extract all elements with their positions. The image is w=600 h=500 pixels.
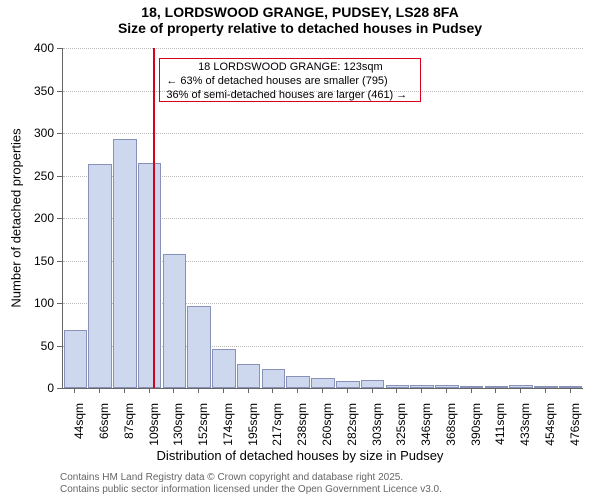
y-tick-label: 0 [14,381,54,395]
histogram-bar [286,376,310,388]
x-tick-label: 411sqm [493,403,507,445]
y-tick-label: 50 [14,339,54,353]
y-tick-label: 300 [14,126,54,140]
histogram-bar [311,378,335,388]
x-tick-mark [520,388,521,393]
reference-line [153,48,155,388]
x-tick-label: 476sqm [568,403,582,446]
x-tick-label: 325sqm [394,403,408,446]
x-tick-label: 390sqm [469,403,483,446]
x-tick-label: 454sqm [543,403,557,446]
x-tick-mark [372,388,373,393]
y-tick-mark [57,176,62,177]
histogram-bar [336,381,360,388]
annotation-line: ← 63% of detached houses are smaller (79… [166,75,414,89]
y-tick-label: 400 [14,41,54,55]
x-tick-label: 303sqm [370,403,384,446]
y-tick-label: 100 [14,296,54,310]
y-tick-label: 150 [14,254,54,268]
y-tick-mark [57,48,62,49]
histogram-bar [187,306,211,388]
x-tick-mark [396,388,397,393]
histogram-bar [435,385,459,388]
histogram-bar [64,330,88,388]
annotation-box: 18 LORDSWOOD GRANGE: 123sqm← 63% of deta… [159,58,421,102]
histogram-bar [113,139,137,388]
y-tick-mark [57,133,62,134]
gridline [63,133,583,134]
histogram-bar [163,254,187,388]
y-tick-label: 200 [14,211,54,225]
credits-line-1: Contains HM Land Registry data © Crown c… [60,472,600,484]
histogram-bar [262,369,286,388]
x-tick-label: 238sqm [295,403,309,446]
x-tick-mark [421,388,422,393]
x-tick-label: 66sqm [97,403,111,439]
y-tick-mark [57,346,62,347]
y-tick-label: 250 [14,169,54,183]
x-tick-mark [248,388,249,393]
x-axis-label: Distribution of detached houses by size … [0,448,600,463]
x-tick-label: 44sqm [72,403,86,439]
x-tick-mark [570,388,571,393]
x-tick-mark [495,388,496,393]
gridline [63,48,583,49]
x-tick-mark [272,388,273,393]
histogram-bar [138,163,162,388]
x-tick-label: 282sqm [345,403,359,446]
y-tick-mark [57,388,62,389]
plot-area: 18 LORDSWOOD GRANGE: 123sqm← 63% of deta… [62,48,583,389]
histogram-bar [361,380,385,389]
credits-block: Contains HM Land Registry data © Crown c… [0,472,600,496]
y-tick-mark [57,261,62,262]
x-tick-label: 87sqm [122,403,136,439]
histogram-bar [212,349,236,388]
x-tick-mark [223,388,224,393]
histogram-bar [237,364,261,388]
x-tick-label: 109sqm [147,403,161,446]
x-tick-label: 433sqm [518,403,532,446]
y-tick-mark [57,91,62,92]
x-tick-label: 368sqm [444,403,458,446]
y-tick-label: 350 [14,84,54,98]
x-tick-mark [99,388,100,393]
credits-line-2: Contains public sector information licen… [60,484,600,496]
x-tick-mark [297,388,298,393]
x-tick-label: 174sqm [221,403,235,446]
annotation-line: 18 LORDSWOOD GRANGE: 123sqm [166,61,414,75]
title-block: 18, LORDSWOOD GRANGE, PUDSEY, LS28 8FA S… [0,4,600,36]
annotation-line: 36% of semi-detached houses are larger (… [166,89,414,103]
x-tick-label: 130sqm [171,403,185,446]
x-tick-mark [124,388,125,393]
x-tick-mark [149,388,150,393]
x-tick-label: 195sqm [246,403,260,446]
x-tick-mark [347,388,348,393]
x-tick-mark [446,388,447,393]
x-tick-mark [471,388,472,393]
x-tick-label: 260sqm [320,403,334,446]
x-tick-mark [545,388,546,393]
x-tick-label: 346sqm [419,403,433,446]
histogram-bar [88,164,112,388]
y-tick-mark [57,303,62,304]
x-tick-mark [198,388,199,393]
y-tick-mark [57,218,62,219]
title-line-1: 18, LORDSWOOD GRANGE, PUDSEY, LS28 8FA [0,4,600,20]
x-tick-mark [173,388,174,393]
histogram-bar [534,386,558,388]
x-tick-mark [322,388,323,393]
x-tick-mark [74,388,75,393]
title-line-2: Size of property relative to detached ho… [0,20,600,36]
chart-container: 18, LORDSWOOD GRANGE, PUDSEY, LS28 8FA S… [0,0,600,500]
x-tick-label: 152sqm [196,403,210,446]
x-tick-label: 217sqm [270,403,284,446]
